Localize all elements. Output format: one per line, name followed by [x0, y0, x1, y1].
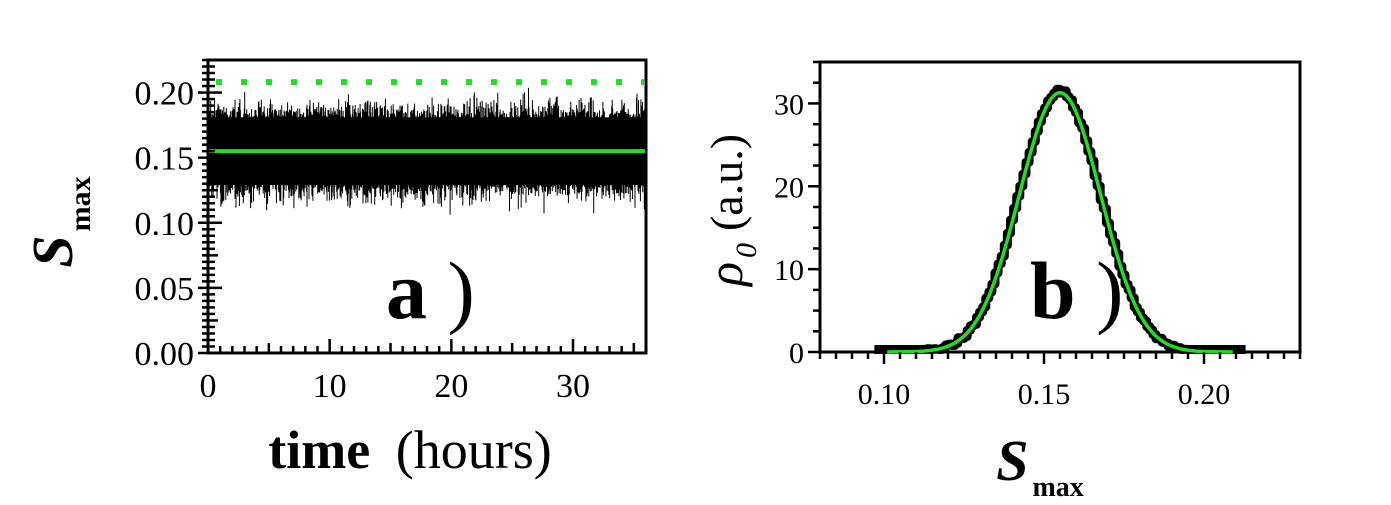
- panel-b-x-tick-labels: 0.10 0.15 0.20: [858, 378, 1231, 411]
- panel-b-x-axis-title-sub: max: [1032, 472, 1083, 503]
- panel-a-label: a ): [386, 245, 475, 336]
- panel-b-y-tick-label: 20: [774, 171, 804, 204]
- panel-a-x-tick-labels: 0 10 20 30: [200, 368, 591, 405]
- panel-b-x-tick-label: 0.20: [1178, 378, 1231, 411]
- panel-b-x-tick-label: 0.10: [858, 378, 911, 411]
- panel-b-label-letter: b: [1030, 245, 1076, 336]
- panel-b-y-axis-title: ρ 0 (a.u.): [697, 134, 763, 288]
- panel-b-y-axis-title-rest: (a.u.): [701, 134, 752, 231]
- panel-b-label-paren: ): [1096, 245, 1123, 336]
- panel-a-x-tick-label: 30: [556, 368, 590, 405]
- panel-a-x-tick-label: 0: [200, 368, 217, 405]
- panel-a: 0 10 20 30 0.00 0.05 0.10 0.15 0.20 time (hours…: [20, 58, 648, 480]
- panel-b-y-tick-label: 10: [774, 254, 804, 287]
- panel-b-y-axis-title-sub: 0: [730, 243, 763, 258]
- panel-a-label-letter: a: [386, 245, 427, 336]
- panel-b-x-axis-title: S max: [996, 428, 1084, 503]
- panel-a-ticks: [198, 58, 648, 355]
- panel-a-x-tick-label: 10: [313, 368, 347, 405]
- panel-a-y-tick-labels: 0.00 0.05 0.10 0.15 0.20: [135, 76, 195, 373]
- panel-a-y-axis-title: S max: [20, 176, 97, 267]
- panel-b-gaussian-fit: [887, 90, 1233, 354]
- panel-a-label-paren: ): [448, 245, 475, 336]
- panel-b-y-tick-label: 30: [774, 88, 804, 121]
- panel-a-x-axis-title: time (hours): [268, 420, 551, 480]
- panel-b-x-tick-label: 0.15: [1018, 378, 1071, 411]
- panel-a-y-tick-label: 0.15: [135, 141, 195, 178]
- panel-a-y-axis-title-sub: max: [64, 176, 97, 231]
- panel-a-y-axis-title-main: S: [20, 235, 85, 267]
- panel-b-ticks: [808, 60, 1302, 364]
- panel-a-x-axis-title-bold: time: [268, 420, 370, 480]
- panel-b: 0.10 0.15 0.20 0 10 20 30 S max ρ 0 (a.u.) b …: [697, 60, 1302, 503]
- panel-a-y-tick-label: 0.20: [135, 76, 195, 113]
- panel-a-y-tick-label: 0.10: [135, 206, 195, 243]
- panel-a-x-tick-label: 20: [434, 368, 468, 405]
- panel-a-x-axis-title-rest: (hours): [396, 420, 552, 480]
- panel-b-y-tick-label: 0: [789, 337, 804, 370]
- panel-b-label: b ): [1030, 245, 1123, 336]
- panel-b-x-axis-title-main: S: [996, 428, 1028, 493]
- panel-a-y-tick-label: 0.05: [135, 271, 195, 308]
- panel-b-y-axis-title-main: ρ: [697, 262, 753, 288]
- panel-b-y-tick-labels: 0 10 20 30: [774, 88, 804, 370]
- panel-a-y-tick-label: 0.00: [135, 336, 195, 373]
